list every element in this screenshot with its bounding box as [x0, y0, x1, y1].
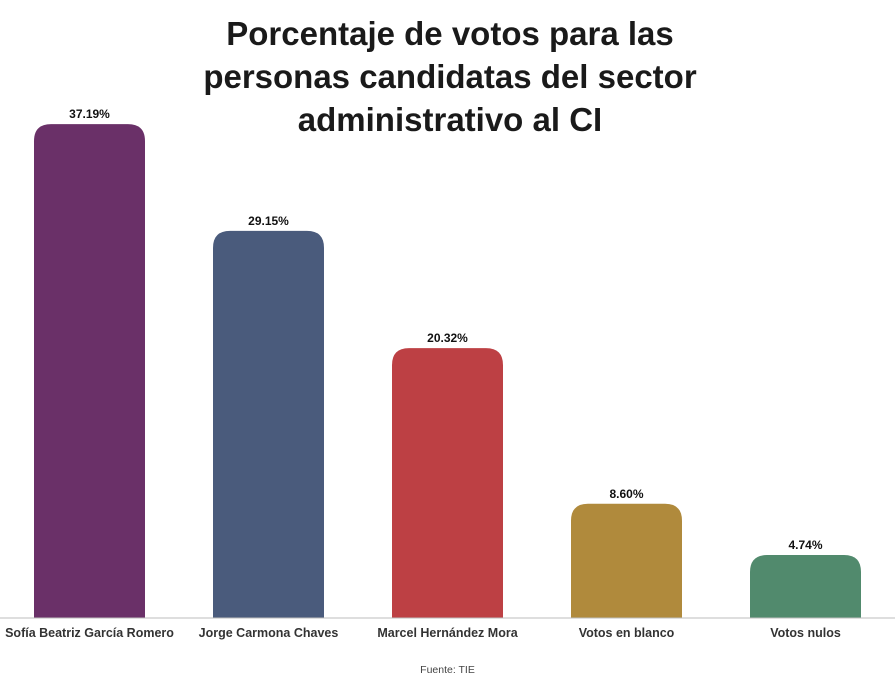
category-label-4: Votos en blanco — [579, 626, 675, 640]
chart-title: Porcentaje de votos para las personas ca… — [203, 15, 697, 138]
bars-layer — [34, 124, 861, 619]
bar-3 — [392, 348, 503, 618]
value-labels-layer: 37.19% 29.15% 20.32% 8.60% 4.74% — [69, 107, 823, 552]
value-label-1: 37.19% — [69, 107, 110, 121]
source-note: Fuente: TIE — [420, 664, 475, 676]
value-label-4: 8.60% — [609, 487, 643, 501]
category-label-1: Sofía Beatriz García Romero — [5, 626, 174, 640]
category-label-5: Votos nulos — [770, 626, 841, 640]
bar-1 — [34, 124, 145, 619]
category-label-3: Marcel Hernández Mora — [377, 626, 518, 640]
bar-2 — [213, 230, 324, 618]
value-label-5: 4.74% — [788, 538, 822, 552]
category-labels-layer: Sofía Beatriz García Romero Jorge Carmona… — [5, 626, 841, 640]
bar-4 — [571, 503, 682, 618]
value-label-2: 29.15% — [248, 214, 289, 228]
value-label-3: 20.32% — [427, 331, 468, 345]
category-label-2: Jorge Carmona Chaves — [199, 626, 339, 640]
bar-5 — [750, 555, 861, 618]
